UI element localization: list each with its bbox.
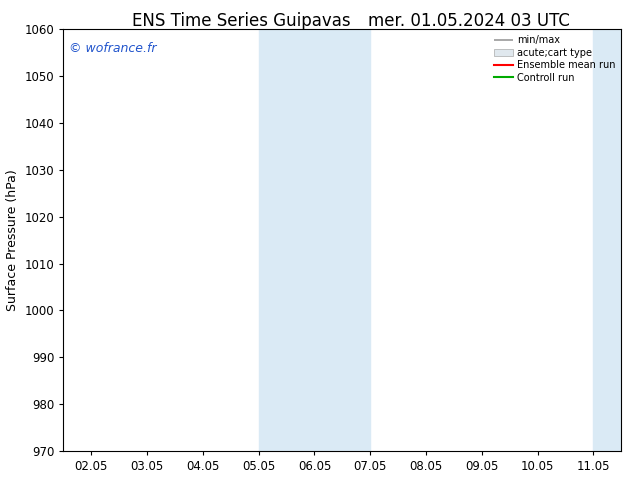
Text: ENS Time Series Guipavas: ENS Time Series Guipavas	[132, 12, 350, 30]
Bar	[259, 29, 370, 451]
Legend: min/max, acute;cart type, Ensemble mean run, Controll run: min/max, acute;cart type, Ensemble mean …	[491, 32, 618, 85]
Text: © wofrance.fr: © wofrance.fr	[69, 42, 157, 55]
Bar	[593, 29, 634, 451]
Y-axis label: Surface Pressure (hPa): Surface Pressure (hPa)	[6, 169, 19, 311]
Text: mer. 01.05.2024 03 UTC: mer. 01.05.2024 03 UTC	[368, 12, 570, 30]
